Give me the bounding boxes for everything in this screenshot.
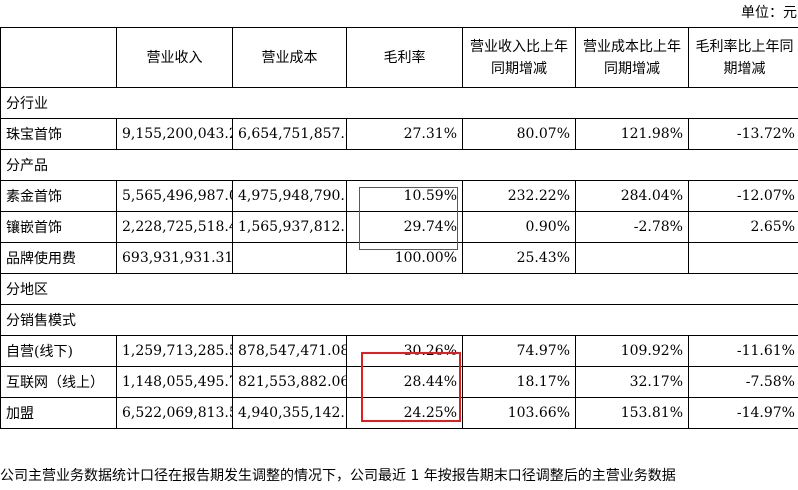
table-cell: 100.00% (346, 242, 463, 274)
table-cell (688, 242, 798, 274)
table-cell: 32.17% (575, 366, 689, 398)
table-cell: 153.81% (575, 397, 689, 429)
table-cell: 5,565,496,987.02 (116, 180, 233, 212)
table-cell: 109.92% (575, 335, 689, 367)
section-label: 分行业 (0, 87, 798, 119)
section-row: 分行业 (0, 87, 798, 119)
row-label: 镶嵌首饰 (0, 211, 117, 243)
table-cell: 821,553,882.06 (232, 366, 347, 398)
table-cell: 693,931,931.31 (116, 242, 233, 274)
table-cell: 284.04% (575, 180, 689, 212)
table-cell: -2.78% (575, 211, 689, 243)
table-cell: 18.17% (462, 366, 576, 398)
unit-label: 单位：元 (741, 5, 797, 21)
header-cell: 营业收入比上年同期增减 (462, 27, 576, 88)
table-cell: -11.61% (688, 335, 798, 367)
table-cell: 232.22% (462, 180, 576, 212)
table-cell: 6,654,751,857.89 (232, 118, 347, 150)
table-cell: 1,259,713,285.56 (116, 335, 233, 367)
table-cell: -14.97% (688, 397, 798, 429)
table-cell: 10.59% (346, 180, 463, 212)
table-cell: 80.07% (462, 118, 576, 150)
table-cell: 2,228,725,518.46 (116, 211, 233, 243)
table-cell (575, 242, 689, 274)
table-cell: 24.25% (346, 397, 463, 429)
table-cell: 0.90% (462, 211, 576, 243)
table-cell: 878,547,471.08 (232, 335, 347, 367)
row-label: 珠宝首饰 (0, 118, 117, 150)
table-row: 品牌使用费 693,931,931.31 100.00% 25.43% (0, 242, 798, 274)
section-row: 分销售模式 (0, 304, 798, 336)
highlight-box-channel-margin (361, 352, 461, 422)
table-cell: -7.58% (688, 366, 798, 398)
table-cell: 1,148,055,495.75 (116, 366, 233, 398)
row-label: 品牌使用费 (0, 242, 117, 274)
row-label: 互联网（线上） (0, 366, 117, 398)
table-cell: 27.31% (346, 118, 463, 150)
table-row: 加盟6,522,069,813.544,940,355,142.5524.25%… (0, 397, 798, 429)
header-row: 营业收入 营业成本 毛利率 营业收入比上年同期增减 营业成本比上年同期增减 毛利率比上年同… (0, 27, 798, 88)
header-cell: 营业成本比上年同期增减 (575, 27, 689, 88)
table-row: 珠宝首饰9,155,200,043.256,654,751,857.8927.3… (0, 118, 798, 150)
footnote: 公司主营业务数据统计口径在报告期发生调整的情况下，公司最近 1 年按报告期末口径… (0, 468, 676, 484)
header-cell: 营业收入 (116, 27, 233, 88)
table-cell: 6,522,069,813.54 (116, 397, 233, 429)
table-cell: 74.97% (462, 335, 576, 367)
header-cell: 毛利率比上年同期增减 (688, 27, 798, 88)
table-row: 镶嵌首饰2,228,725,518.461,565,937,812.1929.7… (0, 211, 798, 243)
table-row: 素金首饰5,565,496,987.024,975,948,790.3310.5… (0, 180, 798, 212)
header-cell (0, 27, 117, 88)
table-row: 自营(线下)1,259,713,285.56878,547,471.0830.2… (0, 335, 798, 367)
table-cell: 1,565,937,812.19 (232, 211, 347, 243)
row-label: 加盟 (0, 397, 117, 429)
header-cell: 毛利率 (346, 27, 463, 88)
section-label: 分地区 (0, 273, 798, 305)
header-cell: 营业成本 (232, 27, 347, 88)
table-cell: -12.07% (688, 180, 798, 212)
row-label: 素金首饰 (0, 180, 117, 212)
section-row: 分产品 (0, 149, 798, 181)
revenue-table: 营业收入 营业成本 毛利率 营业收入比上年同期增减 营业成本比上年同期增减 毛利率比上年同… (0, 27, 798, 429)
section-label: 分销售模式 (0, 304, 798, 336)
section-row: 分地区 (0, 273, 798, 305)
table-cell: 4,940,355,142.55 (232, 397, 347, 429)
table-cell (232, 242, 347, 274)
table-cell: 4,975,948,790.33 (232, 180, 347, 212)
table-cell: 9,155,200,043.25 (116, 118, 233, 150)
highlight-box-product-margin (359, 187, 458, 250)
row-label: 自营(线下) (0, 335, 117, 367)
table-cell: -13.72% (688, 118, 798, 150)
section-label: 分产品 (0, 149, 798, 181)
table-cell: 2.65% (688, 211, 798, 243)
table-cell: 121.98% (575, 118, 689, 150)
table-cell: 103.66% (462, 397, 576, 429)
table-cell: 25.43% (462, 242, 576, 274)
table-row: 互联网（线上）1,148,055,495.75821,553,882.0628.… (0, 366, 798, 398)
